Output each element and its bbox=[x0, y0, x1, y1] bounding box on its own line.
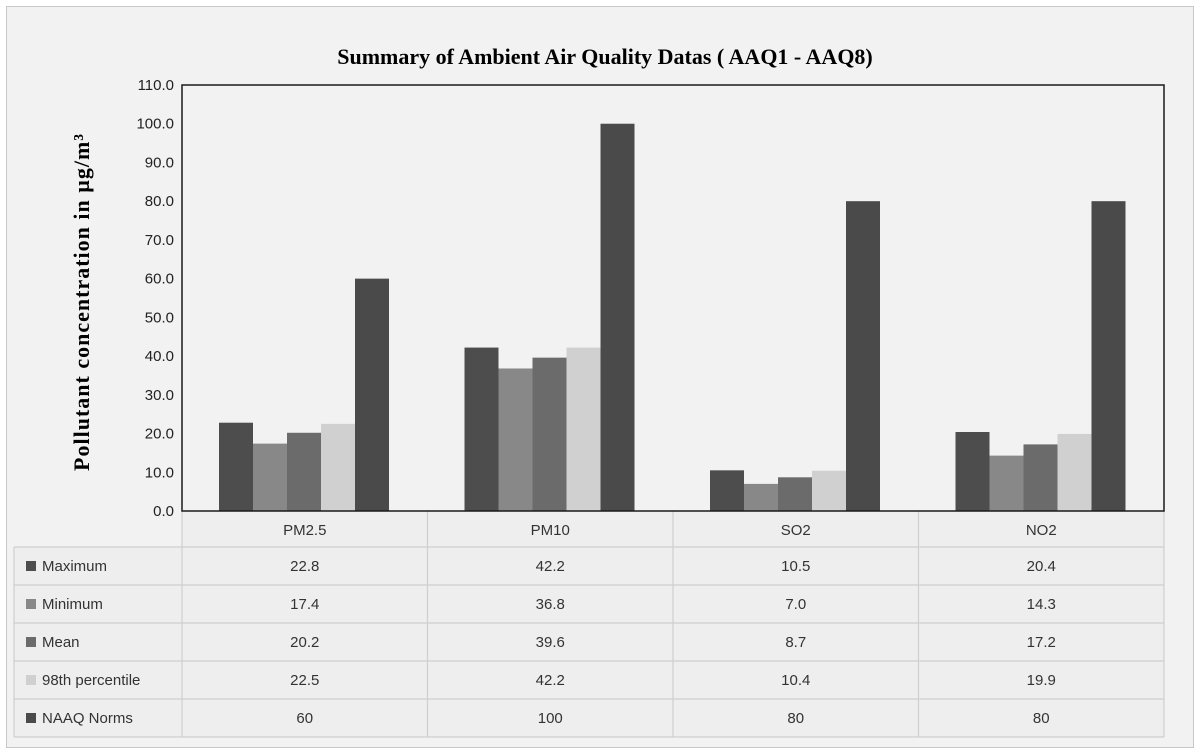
table-cell-value: 17.4 bbox=[290, 596, 319, 613]
y-tick-label: 0.0 bbox=[153, 503, 174, 520]
legend-swatch bbox=[26, 637, 36, 647]
table-cell-value: 36.8 bbox=[536, 596, 565, 613]
y-tick-label: 110.0 bbox=[138, 77, 174, 94]
bar-minimum-no2 bbox=[989, 455, 1024, 511]
bar-naaq-norms-pm2-5 bbox=[355, 278, 389, 511]
category-label: NO2 bbox=[1026, 522, 1057, 539]
category-label: PM2.5 bbox=[283, 522, 326, 539]
table-body-bg bbox=[14, 547, 1164, 737]
bar-maximum-no2 bbox=[955, 431, 990, 511]
bar-minimum-pm2-5 bbox=[253, 443, 287, 511]
chart-title: Summary of Ambient Air Quality Datas ( A… bbox=[337, 44, 873, 69]
table-cell-value: 14.3 bbox=[1027, 596, 1056, 613]
table-cell-value: 7.0 bbox=[785, 596, 806, 613]
bar-mean-pm2-5 bbox=[287, 432, 321, 511]
bar-mean-no2 bbox=[1023, 444, 1058, 511]
y-tick-label: 50.0 bbox=[145, 309, 174, 326]
table-cell-value: 8.7 bbox=[785, 634, 806, 651]
bar-minimum-pm10 bbox=[498, 368, 533, 511]
legend-swatch bbox=[26, 675, 36, 685]
bar-minimum-so2 bbox=[744, 483, 778, 511]
table-cell-value: 22.5 bbox=[290, 672, 319, 689]
legend-label: NAAQ Norms bbox=[42, 710, 133, 727]
legend-label: 98th percentile bbox=[42, 672, 140, 689]
legend-label: Mean bbox=[42, 634, 80, 651]
y-tick-label: 20.0 bbox=[145, 426, 174, 443]
legend-label: Maximum bbox=[42, 558, 107, 575]
y-axis-label: Pollutant concentration in µg/m³ bbox=[69, 133, 94, 471]
y-tick-label: 70.0 bbox=[145, 232, 174, 249]
bar-98th-percentile-pm10 bbox=[566, 347, 601, 511]
y-tick-label: 80.0 bbox=[145, 193, 174, 210]
chart-svg: Summary of Ambient Air Quality Datas ( A… bbox=[13, 44, 1165, 738]
bar-98th-percentile-no2 bbox=[1057, 433, 1092, 511]
table-cell-value: 20.4 bbox=[1027, 558, 1056, 575]
y-tick-label: 40.0 bbox=[145, 348, 174, 365]
table-cell-value: 80 bbox=[1033, 710, 1050, 727]
bar-maximum-so2 bbox=[710, 470, 744, 511]
bar-mean-pm10 bbox=[532, 357, 567, 511]
y-tick-label: 90.0 bbox=[145, 154, 174, 171]
bar-naaq-norms-pm10 bbox=[600, 123, 635, 512]
legend-swatch bbox=[26, 713, 36, 723]
bar-naaq-norms-no2 bbox=[1091, 201, 1126, 511]
table-cell-value: 60 bbox=[296, 710, 313, 727]
chart-frame: Summary of Ambient Air Quality Datas ( A… bbox=[6, 6, 1194, 748]
bar-naaq-norms-so2 bbox=[846, 201, 880, 511]
table-cell-value: 22.8 bbox=[290, 558, 319, 575]
category-label: SO2 bbox=[781, 522, 811, 539]
plot-area-border bbox=[181, 84, 1165, 512]
table-cell-value: 42.2 bbox=[536, 672, 565, 689]
y-ticks: 0.0 10.0 20.0 30.0 40.0 50.0 60.0 70.0 80.0 90.0 1… bbox=[136, 77, 174, 520]
table-cell-value: 10.4 bbox=[781, 672, 810, 689]
bars bbox=[219, 123, 1126, 512]
table-cell-value: 20.2 bbox=[290, 634, 319, 651]
y-tick-label: 10.0 bbox=[145, 464, 174, 481]
table-cell-value: 10.5 bbox=[781, 558, 810, 575]
table-cell-value: 42.2 bbox=[536, 558, 565, 575]
table-cell-value: 39.6 bbox=[536, 634, 565, 651]
bar-maximum-pm10 bbox=[464, 347, 499, 511]
bar-98th-percentile-pm2-5 bbox=[321, 423, 355, 511]
legend-swatch bbox=[26, 561, 36, 571]
bar-mean-so2 bbox=[778, 477, 812, 511]
bar-98th-percentile-so2 bbox=[812, 470, 846, 511]
legend-label: Minimum bbox=[42, 596, 103, 613]
data-table: PM2.5 PM10 SO2 NO2 Maximum 22.8 42.2 10.5 20.4 Mi… bbox=[13, 511, 1165, 738]
table-cell-value: 17.2 bbox=[1027, 634, 1056, 651]
table-cell-value: 19.9 bbox=[1027, 672, 1056, 689]
table-cell-value: 100 bbox=[538, 710, 563, 727]
y-tick-label: 30.0 bbox=[145, 387, 174, 404]
table-cell-value: 80 bbox=[787, 710, 804, 727]
category-label: PM10 bbox=[531, 522, 570, 539]
y-tick-label: 100.0 bbox=[136, 116, 174, 133]
y-tick-label: 60.0 bbox=[145, 271, 174, 288]
legend-swatch bbox=[26, 599, 36, 609]
bar-maximum-pm2-5 bbox=[219, 422, 253, 511]
